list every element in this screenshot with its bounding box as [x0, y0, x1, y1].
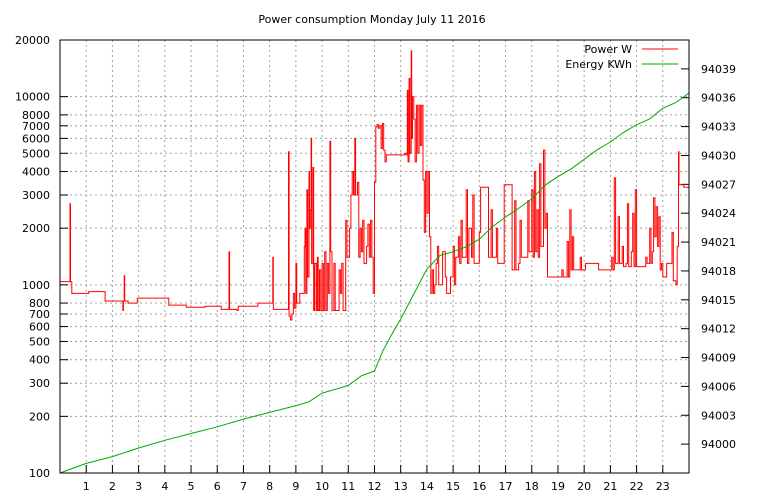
x-tick-label: 2	[109, 480, 116, 493]
legend-label: Power W	[584, 43, 632, 56]
right-tick-label: 94009	[701, 352, 736, 365]
x-tick-label: 4	[161, 480, 168, 493]
left-tick-label: 700	[29, 308, 50, 321]
x-tick-label: 1	[83, 480, 90, 493]
x-tick-label: 23	[656, 480, 670, 493]
x-tick-label: 18	[525, 480, 539, 493]
x-tick-label: 9	[292, 480, 299, 493]
left-tick-label: 200	[29, 410, 50, 423]
x-tick-label: 3	[135, 480, 142, 493]
right-axis: 94000 94003 94006 94009 94012 94015 94018 94021…	[681, 63, 736, 451]
left-tick-label: 5000	[22, 147, 50, 160]
right-tick-label: 94036	[701, 92, 736, 105]
x-tick-label: 7	[240, 480, 247, 493]
x-tick-label: 20	[577, 480, 591, 493]
x-tick-label: 11	[341, 480, 355, 493]
right-tick-label: 94018	[701, 265, 736, 278]
left-tick-label: 20000	[15, 34, 50, 47]
left-tick-label: 7000	[22, 120, 50, 133]
left-tick-label: 500	[29, 335, 50, 348]
right-tick-label: 94012	[701, 323, 736, 336]
right-tick-label: 94006	[701, 380, 736, 393]
series-line-0	[60, 50, 689, 321]
x-tick-label: 22	[630, 480, 644, 493]
left-tick-label: 10000	[15, 91, 50, 104]
right-tick-label: 94021	[701, 236, 736, 249]
right-tick-label: 94000	[701, 438, 736, 451]
x-tick-label: 16	[472, 480, 486, 493]
left-tick-label: 2000	[22, 222, 50, 235]
legend: Power W Energy KWh	[565, 43, 678, 71]
x-tick-label: 5	[188, 480, 195, 493]
left-tick-label: 1000	[22, 279, 50, 292]
left-tick-label: 3000	[22, 189, 50, 202]
left-tick-label: 100	[29, 467, 50, 480]
plot-area	[59, 50, 690, 474]
left-tick-label: 4000	[22, 166, 50, 179]
x-axis: 1 2 3 4 5 6 7 8 9 10 11 12 13 14 15 16 17 18 19 20 21 22 23	[83, 465, 670, 493]
left-tick-label: 800	[29, 297, 50, 310]
x-tick-label: 14	[420, 480, 434, 493]
right-tick-label: 94015	[701, 294, 736, 307]
right-tick-label: 94030	[701, 149, 736, 162]
series-line-1	[59, 92, 690, 474]
x-tick-label: 8	[266, 480, 273, 493]
left-tick-label: 400	[29, 354, 50, 367]
x-tick-label: 17	[499, 480, 513, 493]
right-tick-label: 94027	[701, 178, 736, 191]
x-tick-label: 10	[315, 480, 329, 493]
x-tick-label: 13	[394, 480, 408, 493]
right-tick-label: 94003	[701, 409, 736, 422]
left-tick-label: 600	[29, 321, 50, 334]
plot-frame	[59, 39, 690, 474]
x-tick-label: 21	[603, 480, 617, 493]
left-tick-label: 8000	[22, 109, 50, 122]
x-tick-label: 12	[368, 480, 382, 493]
right-tick-label: 94039	[701, 63, 736, 76]
x-tick-label: 15	[446, 480, 460, 493]
right-tick-label: 94024	[701, 207, 736, 220]
left-tick-label: 300	[29, 377, 50, 390]
chart-title: Power consumption Monday July 11 2016	[258, 13, 485, 26]
left-tick-label: 6000	[22, 132, 50, 145]
x-tick-label: 19	[551, 480, 565, 493]
legend-label: Energy KWh	[565, 58, 632, 71]
x-tick-label: 6	[214, 480, 221, 493]
right-tick-label: 94033	[701, 121, 736, 134]
